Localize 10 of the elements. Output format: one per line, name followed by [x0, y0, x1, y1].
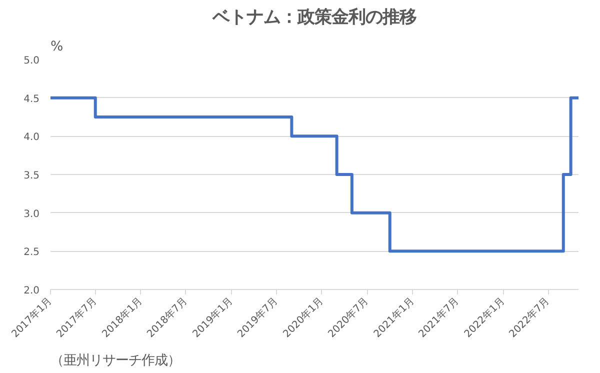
y-axis-title: % [50, 40, 64, 54]
y-tick-label: 3.0 [24, 208, 40, 220]
y-tick-label: 2.0 [24, 286, 40, 296]
y-tick-label: 4.0 [24, 132, 40, 144]
y-tick-label: 5.0 [24, 56, 40, 66]
y-tick-label: 3.5 [24, 170, 40, 182]
y-tick-label: 2.5 [24, 247, 40, 258]
y-tick-label: 4.5 [24, 94, 40, 105]
chart-title: ベトナム：政策金利の推移 [212, 8, 416, 28]
text: （亜州リサーチ作成） [50, 354, 180, 368]
